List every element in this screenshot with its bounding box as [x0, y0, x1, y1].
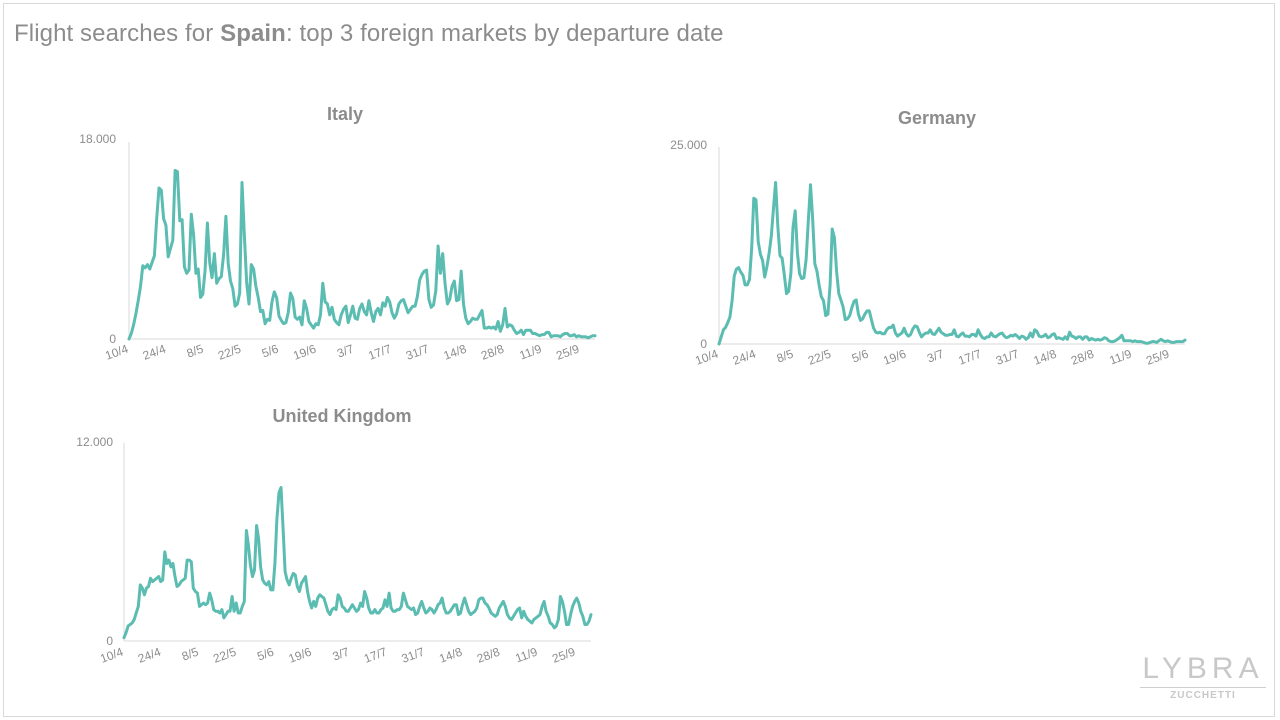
page-title: Flight searches for Spain: top 3 foreign…: [14, 20, 724, 48]
title-country: Spain: [220, 20, 286, 47]
slide-frame: [3, 3, 1275, 717]
x-tick-label: 19/6: [287, 645, 314, 666]
x-tick-label: 31/7: [400, 645, 427, 666]
x-tick-label: 17/7: [366, 342, 393, 363]
logo-divider: [1140, 687, 1266, 688]
series-line-germany: [717, 181, 1187, 346]
x-tick-label: 28/8: [1069, 347, 1096, 368]
chart-title: Germany: [898, 108, 976, 128]
title-suffix: : top 3 foreign markets by departure dat…: [285, 20, 724, 47]
y-tick-zero: 0: [109, 332, 116, 346]
y-tick-max: 18.000: [79, 132, 116, 146]
chart-italy: Italy 18.000 0 10/4 24/4 8/5 22/5 5/6 19/6 3/7…: [79, 104, 597, 363]
x-tick-label: 22/5: [211, 645, 238, 666]
x-tick-label: 11/9: [1108, 347, 1134, 368]
y-tick-max: 25.000: [670, 138, 707, 152]
x-tick-label: 10/4: [693, 347, 720, 368]
x-tick-label: 10/4: [103, 342, 130, 363]
x-tick-label: 22/5: [216, 342, 243, 363]
x-tick-label: 28/8: [479, 342, 506, 363]
series-line-united-kingdom: [122, 486, 593, 640]
x-tick-label: 8/5: [180, 645, 201, 664]
x-tick-labels: 10/4 24/4 8/5 22/5 5/6 19/6 3/7 17/7 31/7 14/8 28/…: [103, 342, 581, 363]
x-tick-label: 5/6: [850, 347, 871, 366]
chart-title: United Kingdom: [273, 406, 412, 426]
x-tick-label: 8/5: [185, 342, 206, 361]
logo-subtitle: ZUCCHETTI: [1170, 690, 1236, 701]
x-tick-label: 25/9: [1144, 347, 1171, 368]
x-tick-label: 25/9: [550, 645, 577, 666]
x-tick-label: 28/8: [475, 645, 502, 666]
x-tick-label: 24/4: [141, 342, 168, 363]
x-tick-label: 5/6: [255, 645, 276, 664]
x-tick-label: 17/7: [956, 347, 983, 368]
x-tick-label: 19/6: [291, 342, 318, 363]
x-tick-label: 17/7: [362, 645, 389, 666]
chart-united-kingdom: United Kingdom 12.000 0 10/4 24/4 8/5 22/5 5…: [76, 406, 593, 666]
x-tick-label: 24/4: [731, 347, 758, 368]
x-tick-label: 10/4: [98, 645, 125, 666]
x-tick-label: 31/7: [404, 342, 431, 363]
x-tick-label: 5/6: [260, 342, 281, 361]
y-tick-zero: 0: [700, 337, 707, 351]
x-tick-label: 11/9: [518, 342, 544, 363]
x-tick-label: 3/7: [925, 347, 946, 366]
chart-germany: Germany 25.000 0 10/4 24/4 8/5 22/5 5/6 19/6 3…: [670, 108, 1187, 368]
x-tick-label: 14/8: [437, 645, 464, 666]
chart-title: Italy: [327, 104, 363, 124]
x-tick-labels: 10/4 24/4 8/5 22/5 5/6 19/6 3/7 17/7 31/7 14/8 28/…: [98, 645, 577, 666]
y-tick-zero: 0: [106, 634, 113, 648]
logo-wordmark: LYBRA: [1142, 652, 1264, 685]
x-tick-label: 22/5: [806, 347, 833, 368]
x-tick-label: 25/9: [554, 342, 581, 363]
x-tick-label: 19/6: [881, 347, 908, 368]
x-tick-label: 14/8: [1032, 347, 1059, 368]
title-prefix: Flight searches for: [14, 20, 221, 47]
x-tick-labels: 10/4 24/4 8/5 22/5 5/6 19/6 3/7 17/7 31/7 14/8 28/…: [693, 347, 1171, 368]
x-tick-label: 31/7: [994, 347, 1021, 368]
x-tick-label: 14/8: [442, 342, 469, 363]
x-tick-label: 24/4: [136, 645, 163, 666]
x-tick-label: 3/7: [331, 645, 352, 664]
x-tick-label: 8/5: [775, 347, 796, 366]
series-line-italy: [127, 169, 597, 341]
y-tick-max: 12.000: [76, 435, 113, 449]
x-tick-label: 3/7: [335, 342, 356, 361]
lybra-logo: LYBRA ZUCCHETTI: [1138, 652, 1268, 704]
x-tick-label: 11/9: [513, 645, 539, 666]
